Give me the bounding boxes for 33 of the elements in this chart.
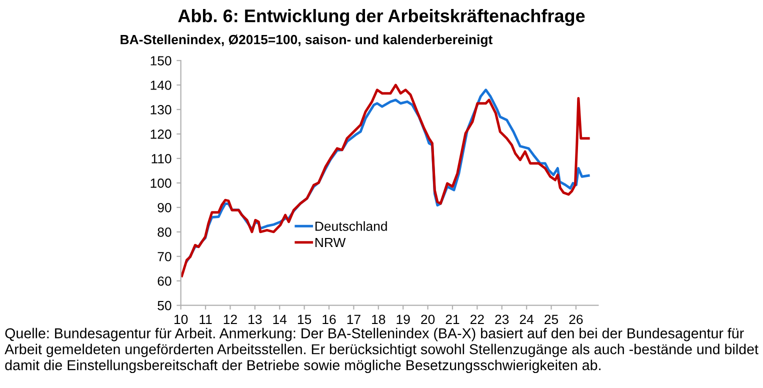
x-tick-label: 14 [273,314,287,324]
x-tick-label: 11 [200,314,212,324]
legend-label: NRW [315,238,346,248]
x-tick-label: 22 [470,314,484,324]
x-tick-label: 10 [174,314,188,324]
y-tick-label: 110 [152,154,172,164]
x-tick-label: 24 [520,314,534,324]
y-tick-label: 130 [150,105,172,114]
x-tick-label: 26 [569,314,583,324]
x-tick-label: 17 [347,314,360,324]
y-tick-label: 150 [150,56,172,66]
x-tick-label: 12 [224,314,237,324]
y-tick-label: 60 [158,276,172,286]
source-note: Quelle: Bundesagentur für Arbeit. Anmerkung: Der BA-Stellenindex (BA-X) basiert auf den bei der Bundesagentur für Arbeit gemeldeten ungeförderten Arbeitsstellen. Er berücksichtigt sowohl Stellenzugänge als auch -bestände und bildet damit die Einstellungsbereitschaft der Betriebe sowie mögliche Besetzungsschwierigkeiten ab. [4,328,758,374]
y-tick-label: 120 [150,130,172,139]
y-tick-label: 90 [158,202,172,212]
x-tick-label: 19 [396,314,410,324]
y-tick-label: 70 [158,252,172,262]
x-tick-label: 15 [298,314,312,324]
x-tick-label: 18 [372,314,386,324]
x-tick-label: 16 [322,314,336,324]
y-tick-label: 100 [150,178,172,188]
x-tick-label: 21 [446,314,460,324]
y-tick-label: 140 [150,80,172,90]
y-tick-label: 50 [158,300,172,310]
x-tick-label: 23 [495,314,509,324]
chart-title: Abb. 6: Entwicklung der Arbeitskräftenachfrage [178,9,585,26]
legend-label: Deutschland [315,221,387,231]
chart-subtitle: BA-Stellenindex, Ø2015=100, saison- und kalenderbereinigt [120,34,492,47]
x-tick-label: 25 [544,314,558,324]
x-tick-label: 20 [421,314,435,324]
x-tick-label: 13 [248,314,262,324]
y-tick-label: 80 [158,227,172,237]
